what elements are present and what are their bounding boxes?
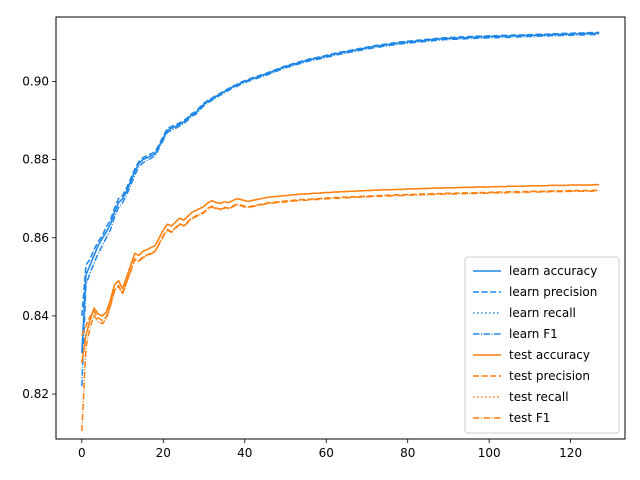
- legend-label-test-recall: test recall: [509, 390, 569, 404]
- x-tick-label: 100: [478, 446, 501, 460]
- x-tick-label: 120: [559, 446, 582, 460]
- legend-label-learn-f1: learn F1: [509, 327, 558, 341]
- series-layer: [81, 31, 600, 432]
- y-tick-label: 0.88: [22, 153, 49, 167]
- y-tick-label: 0.90: [22, 74, 49, 88]
- x-tick-label: 60: [319, 446, 334, 460]
- legend-label-learn-accuracy: learn accuracy: [509, 264, 597, 278]
- x-tick-label: 80: [400, 446, 415, 460]
- x-tick-label: 40: [237, 446, 252, 460]
- legend-box: [464, 256, 620, 434]
- axes-frame: [55, 16, 626, 440]
- x-axis: 0 20 40 60 80 100 120: [78, 439, 582, 460]
- legend-label-learn-precision: learn precision: [509, 285, 597, 299]
- series-line-learn-recall: [81, 32, 600, 354]
- legend-label-test-accuracy: test accuracy: [509, 348, 590, 362]
- y-axis: 0.82 0.84 0.86 0.88 0.90: [22, 74, 56, 401]
- x-tick-label: 0: [78, 446, 86, 460]
- y-tick-label: 0.84: [22, 309, 49, 323]
- legend-label-test-f1: test F1: [509, 411, 550, 425]
- series-line-test-recall: [81, 183, 600, 363]
- y-tick-label: 0.82: [22, 387, 49, 401]
- series-line-learn-precision: [81, 31, 600, 316]
- series-line-learn-f1: [81, 33, 600, 387]
- x-tick-label: 20: [156, 446, 171, 460]
- legend-label-learn-recall: learn recall: [509, 306, 576, 320]
- legend: learn accuracy learn precision learn recal…: [464, 256, 620, 434]
- y-tick-label: 0.86: [22, 231, 49, 245]
- legend-label-test-precision: test precision: [509, 369, 590, 383]
- series-line-test-f1: [81, 190, 600, 432]
